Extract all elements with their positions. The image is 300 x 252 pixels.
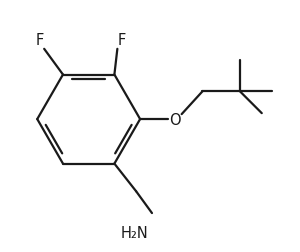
Text: H₂N: H₂N (120, 226, 148, 240)
Text: O: O (169, 112, 181, 127)
Text: F: F (117, 33, 125, 48)
Text: F: F (36, 33, 44, 48)
